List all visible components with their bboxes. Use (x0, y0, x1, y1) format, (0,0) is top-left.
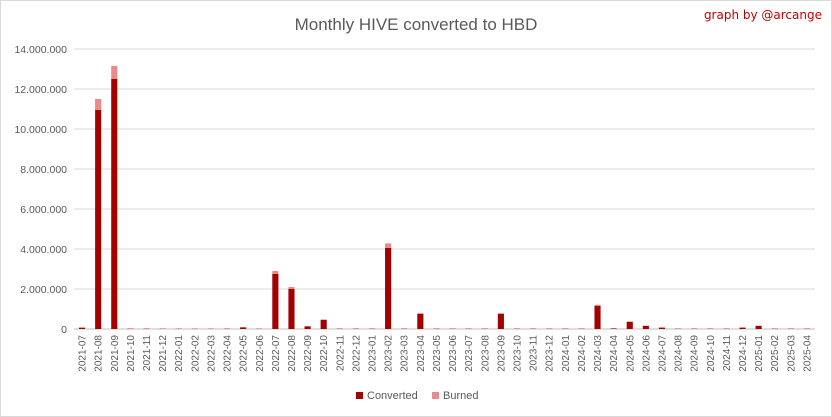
bar-converted (417, 314, 424, 329)
bar-converted (626, 322, 633, 329)
x-tick-label: 2024-03 (593, 335, 604, 372)
bar-converted (272, 274, 279, 329)
x-tick-label: 2022-12 (351, 335, 362, 372)
bar-burned (626, 321, 633, 322)
x-tick-label: 2022-01 (174, 335, 185, 372)
bar-converted (288, 289, 295, 329)
x-tick-label: 2021-09 (110, 335, 121, 372)
x-tick-label: 2023-12 (545, 335, 556, 372)
x-tick-label: 2021-12 (158, 335, 169, 372)
x-tick-label: 2024-09 (690, 335, 701, 372)
x-tick-label: 2024-12 (738, 335, 749, 372)
x-tick-label: 2023-01 (368, 335, 379, 372)
x-tick-label: 2022-11 (335, 335, 346, 371)
bar-burned (272, 271, 279, 274)
x-tick-label: 2022-07 (271, 335, 282, 372)
y-tick-label: 12.000.000 (14, 84, 67, 96)
y-tick-label: 4.000.000 (20, 244, 67, 256)
x-tick-label: 2024-11 (722, 335, 733, 371)
x-tick-label: 2022-04 (223, 335, 234, 372)
y-tick-label: 0 (61, 324, 67, 336)
credit-label: graph by @arcange (703, 8, 822, 22)
x-tick-label: 2022-02 (190, 335, 201, 372)
legend-swatch (356, 392, 363, 399)
legend-label: Burned (443, 390, 478, 402)
bar-converted (385, 248, 392, 329)
x-tick-label: 2023-07 (464, 335, 475, 372)
bar-converted (95, 110, 102, 329)
x-tick-label: 2024-08 (674, 335, 685, 372)
y-tick-label: 10.000.000 (14, 124, 67, 136)
x-tick-label: 2024-05 (625, 335, 636, 372)
x-tick-label: 2024-07 (657, 335, 668, 372)
bar-converted (111, 79, 118, 329)
bar-converted (304, 326, 311, 329)
x-tick-label: 2023-11 (529, 335, 540, 371)
bar-burned (95, 99, 102, 110)
x-tick-label: 2023-08 (480, 335, 491, 372)
bar-converted (240, 327, 247, 329)
bar-converted (642, 326, 649, 329)
x-tick-label: 2022-05 (239, 335, 250, 372)
x-tick-label: 2025-03 (786, 335, 797, 372)
bar-burned (417, 313, 424, 314)
x-tick-label: 2024-01 (561, 335, 572, 372)
x-tick-label: 2023-03 (400, 335, 411, 372)
x-tick-label: 2021-07 (78, 335, 89, 372)
y-tick-label: 6.000.000 (20, 204, 67, 216)
x-tick-label: 2023-10 (512, 335, 523, 372)
x-tick-label: 2022-06 (255, 335, 266, 372)
legend-swatch (432, 392, 439, 399)
bar-burned (288, 287, 295, 289)
x-tick-label: 2023-09 (496, 335, 507, 372)
x-tick-label: 2023-05 (432, 335, 443, 372)
y-tick-label: 8.000.000 (20, 164, 67, 176)
bar-burned (111, 66, 118, 79)
x-tick-label: 2022-08 (287, 335, 298, 372)
bar-converted (658, 327, 666, 329)
y-tick-label: 2.000.000 (20, 284, 67, 296)
x-tick-label: 2023-02 (384, 335, 395, 372)
x-tick-label: 2021-11 (142, 335, 153, 371)
x-tick-label: 2023-04 (416, 335, 427, 372)
x-tick-label: 2023-06 (448, 335, 459, 372)
x-tick-label: 2025-04 (802, 335, 813, 372)
x-tick-label: 2024-04 (609, 335, 620, 372)
x-tick-label: 2022-03 (206, 335, 217, 372)
x-tick-label: 2024-06 (641, 335, 652, 372)
chart-title: Monthly HIVE converted to HBD (295, 15, 538, 34)
bar-converted (594, 306, 601, 329)
bar-burned (320, 319, 327, 320)
bar-converted (78, 327, 86, 329)
x-tick-label: 2024-02 (577, 335, 588, 372)
bar-converted (320, 320, 327, 329)
x-tick-label: 2021-08 (94, 335, 105, 372)
y-tick-label: 14.000.000 (14, 44, 67, 56)
bar-converted (610, 328, 617, 329)
bar-burned (385, 243, 392, 248)
x-tick-label: 2022-09 (303, 335, 314, 372)
x-tick-label: 2025-02 (770, 335, 781, 372)
bar-burned (594, 304, 601, 306)
bar-converted (497, 314, 504, 329)
bar-converted (739, 327, 746, 329)
legend-label: Converted (367, 390, 418, 402)
x-tick-label: 2021-10 (126, 335, 137, 372)
x-tick-label: 2022-10 (319, 335, 330, 372)
bar-burned (497, 313, 504, 314)
x-tick-label: 2024-10 (706, 335, 717, 372)
x-tick-label: 2025-01 (754, 335, 765, 372)
bar-converted (755, 326, 762, 329)
